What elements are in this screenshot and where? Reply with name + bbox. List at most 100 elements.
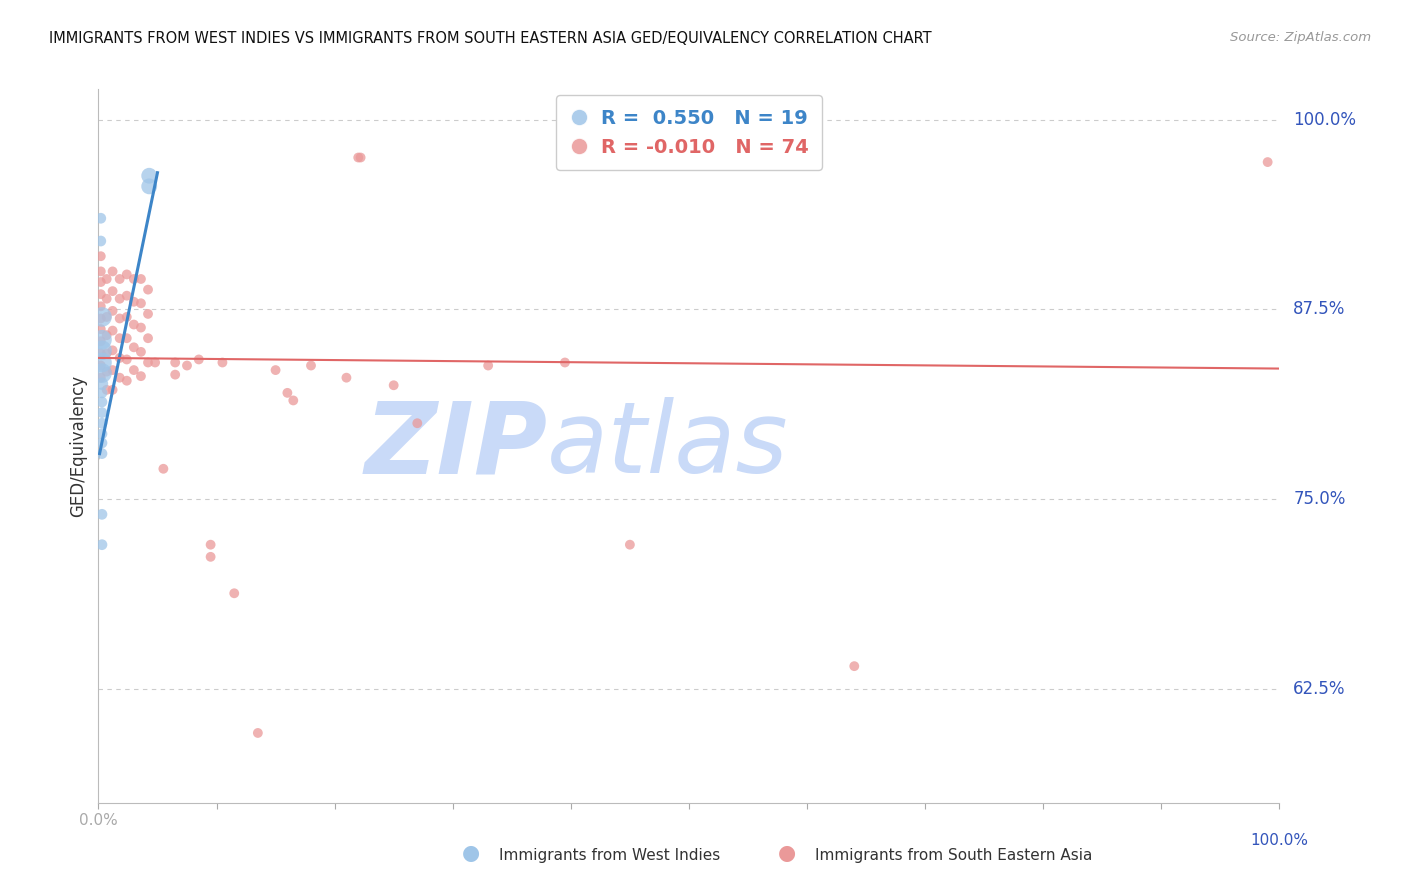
Point xyxy=(224,586,246,600)
Point xyxy=(96,292,118,306)
Point xyxy=(143,355,166,369)
Point xyxy=(108,331,131,345)
Point xyxy=(115,352,138,367)
Text: atlas: atlas xyxy=(547,398,789,494)
Point xyxy=(115,310,138,324)
Point xyxy=(115,268,138,282)
Point xyxy=(108,311,131,326)
Point xyxy=(90,322,112,336)
Point xyxy=(108,351,131,365)
Text: ●: ● xyxy=(779,844,796,863)
Point xyxy=(165,368,187,382)
Point xyxy=(101,383,124,397)
Text: Immigrants from South Eastern Asia: Immigrants from South Eastern Asia xyxy=(815,848,1092,863)
Point xyxy=(91,366,114,380)
Point xyxy=(406,416,429,430)
Point xyxy=(129,272,152,286)
Point xyxy=(122,340,145,354)
Point xyxy=(844,659,866,673)
Point xyxy=(122,294,145,309)
Point xyxy=(101,343,124,358)
Point xyxy=(122,272,145,286)
Point xyxy=(211,355,233,369)
Text: Immigrants from West Indies: Immigrants from West Indies xyxy=(499,848,720,863)
Point xyxy=(115,374,138,388)
Point xyxy=(96,310,118,324)
Point xyxy=(91,416,114,430)
Point xyxy=(115,288,138,302)
Text: 100.0%: 100.0% xyxy=(1294,111,1357,128)
Point xyxy=(91,508,114,522)
Point xyxy=(200,549,222,564)
Point xyxy=(129,320,152,334)
Point xyxy=(90,234,112,248)
Point xyxy=(90,211,112,226)
Point xyxy=(90,359,112,373)
Point xyxy=(101,324,124,338)
Text: 62.5%: 62.5% xyxy=(1294,680,1346,698)
Point xyxy=(299,359,322,373)
Point xyxy=(90,370,112,384)
Point xyxy=(90,299,112,313)
Point xyxy=(91,385,114,400)
Point xyxy=(108,292,131,306)
Point xyxy=(129,296,152,310)
Point xyxy=(101,304,124,318)
Point xyxy=(96,346,118,360)
Text: 100.0%: 100.0% xyxy=(1250,833,1309,848)
Point xyxy=(129,369,152,384)
Point xyxy=(91,333,114,347)
Text: 87.5%: 87.5% xyxy=(1294,301,1346,318)
Point xyxy=(129,344,152,359)
Text: Source: ZipAtlas.com: Source: ZipAtlas.com xyxy=(1230,31,1371,45)
Point xyxy=(91,447,114,461)
Point xyxy=(136,307,159,321)
Point xyxy=(477,359,499,373)
Point xyxy=(335,370,357,384)
Text: ZIP: ZIP xyxy=(364,398,547,494)
Point xyxy=(96,365,118,379)
Point xyxy=(96,383,118,397)
Point xyxy=(108,370,131,384)
Point xyxy=(138,179,160,194)
Point xyxy=(1257,155,1279,169)
Point xyxy=(349,151,371,165)
Point xyxy=(138,169,160,183)
Point xyxy=(176,359,198,373)
Point xyxy=(246,726,269,740)
Point xyxy=(276,385,298,400)
Point xyxy=(200,538,222,552)
Point xyxy=(91,395,114,409)
Point xyxy=(91,355,114,369)
Point xyxy=(90,311,112,326)
Point xyxy=(165,355,187,369)
Point xyxy=(91,538,114,552)
Point xyxy=(90,264,112,278)
Point xyxy=(90,249,112,263)
Point xyxy=(382,378,405,392)
Point xyxy=(91,426,114,441)
Point xyxy=(136,283,159,297)
Point xyxy=(115,331,138,345)
Point xyxy=(90,334,112,349)
Text: ●: ● xyxy=(463,844,479,863)
Point xyxy=(264,363,287,377)
Text: IMMIGRANTS FROM WEST INDIES VS IMMIGRANTS FROM SOUTH EASTERN ASIA GED/EQUIVALENC: IMMIGRANTS FROM WEST INDIES VS IMMIGRANT… xyxy=(49,31,932,46)
Point xyxy=(122,363,145,377)
Point xyxy=(283,393,305,408)
Point xyxy=(152,462,174,476)
Legend: R =  0.550   N = 19, R = -0.010   N = 74: R = 0.550 N = 19, R = -0.010 N = 74 xyxy=(555,95,823,170)
Point xyxy=(90,287,112,301)
Point xyxy=(91,376,114,391)
Point xyxy=(136,355,159,369)
Point xyxy=(187,352,209,367)
Point xyxy=(91,310,114,324)
Point xyxy=(619,538,641,552)
Point xyxy=(554,355,576,369)
Point xyxy=(101,363,124,377)
Point xyxy=(136,331,159,345)
Point xyxy=(96,328,118,343)
Point xyxy=(108,272,131,286)
Point xyxy=(101,284,124,298)
Point xyxy=(91,406,114,420)
